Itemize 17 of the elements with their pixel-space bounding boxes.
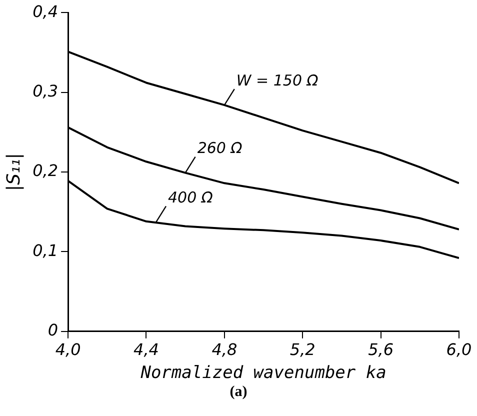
- y-axis-title: |S₁₁|: [3, 153, 24, 191]
- annotation: 260 Ω: [197, 139, 243, 158]
- x-tick-label: 4,8: [212, 340, 238, 360]
- x-tick-label: 6,0: [446, 340, 472, 360]
- y-tick-label: 0,4: [32, 2, 58, 21]
- annotation: W = 150 Ω: [236, 71, 319, 90]
- x-tick-label: 5,2: [290, 340, 316, 360]
- y-tick-label: 0,1: [32, 240, 58, 260]
- x-tick-label: 4,4: [134, 340, 159, 360]
- y-tick-label: 0,2: [32, 161, 58, 180]
- y-tick-label: 0,3: [32, 81, 58, 100]
- y-tick-label: 0: [48, 320, 58, 340]
- annotation: 400 Ω: [168, 188, 214, 207]
- text: (a): [228, 384, 248, 401]
- x-tick-label: 4,0: [55, 340, 81, 360]
- x-axis-title: Normalized wavenumber ka: [140, 363, 386, 384]
- x-tick-label: 5,6: [368, 340, 394, 360]
